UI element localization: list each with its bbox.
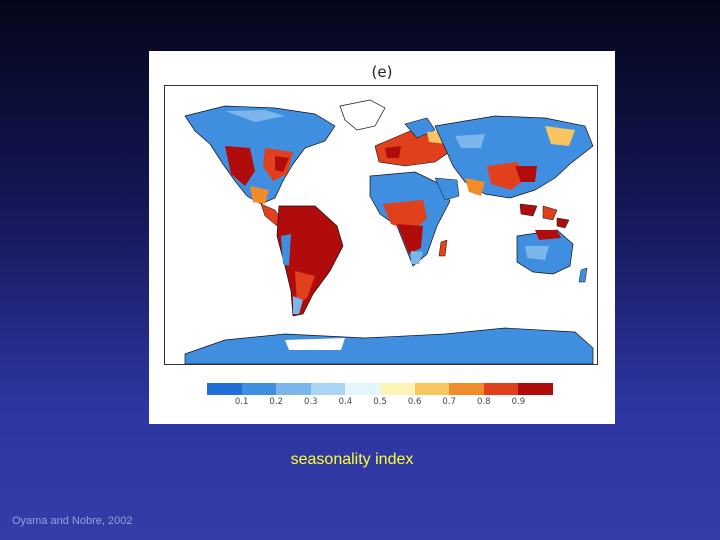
panel-label: (e) bbox=[371, 63, 393, 81]
greenland bbox=[339, 99, 386, 131]
north-america bbox=[184, 105, 336, 205]
colorbar-tick-label: 0.5 bbox=[373, 397, 387, 407]
asia bbox=[434, 115, 594, 199]
colorbar-cell bbox=[345, 383, 381, 395]
seasonality-map bbox=[164, 85, 598, 365]
colorbar-cell bbox=[241, 383, 277, 395]
australia bbox=[516, 229, 574, 275]
south-america bbox=[276, 205, 344, 317]
caption: seasonality index bbox=[290, 451, 414, 468]
southeast-asia-islands bbox=[519, 203, 570, 229]
figure-panel: (e) bbox=[149, 51, 615, 424]
colorbar-cell bbox=[207, 383, 243, 395]
world-map bbox=[184, 99, 594, 364]
colorbar-cell bbox=[414, 383, 450, 395]
colorbar-cell bbox=[276, 383, 312, 395]
colorbar-tick-label: 0.2 bbox=[269, 397, 283, 407]
colorbar-tick-label: 0.8 bbox=[477, 397, 491, 407]
africa bbox=[369, 171, 451, 267]
colorbar-tick-label: 0.6 bbox=[407, 397, 422, 407]
colorbar-tick-label: 0.7 bbox=[442, 397, 456, 407]
new-zealand bbox=[578, 267, 588, 283]
arabia bbox=[434, 177, 460, 201]
colorbar-cell bbox=[380, 383, 416, 395]
colorbar-cell bbox=[310, 383, 346, 395]
colorbar: 0.1 0.2 0.3 0.4 0.5 0.6 0.7 0.8 0.9 bbox=[207, 383, 554, 413]
madagascar bbox=[438, 239, 448, 257]
colorbar-cell bbox=[518, 383, 554, 395]
citation: Oyama and Nobre, 2002 bbox=[12, 515, 133, 527]
antarctica bbox=[184, 327, 594, 364]
colorbar-tick-label: 0.1 bbox=[234, 397, 249, 407]
colorbar-tick-label: 0.4 bbox=[338, 397, 353, 407]
colorbar-cell bbox=[483, 383, 519, 395]
antarctica-gap bbox=[285, 338, 345, 350]
colorbar-tick-label: 0.9 bbox=[511, 397, 526, 407]
colorbar-cell bbox=[449, 383, 485, 395]
colorbar-tick-label: 0.3 bbox=[304, 397, 318, 407]
